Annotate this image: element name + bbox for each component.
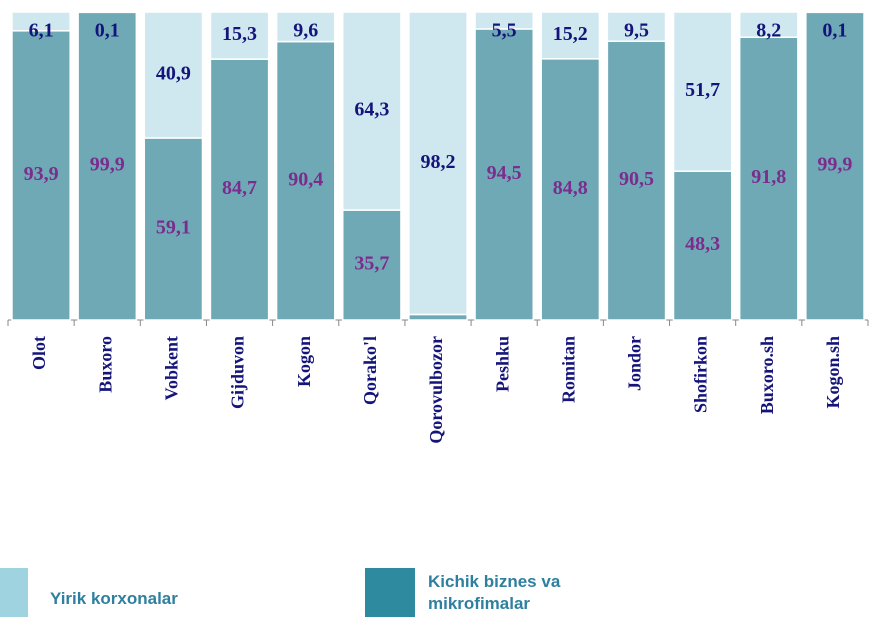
bar-segment	[11, 11, 71, 32]
value-label: 9,6	[293, 20, 318, 42]
bar-segment	[11, 30, 71, 321]
bar-segment	[209, 11, 270, 60]
x-tick-label: Olot	[29, 336, 49, 370]
value-label: 15,3	[222, 23, 257, 45]
value-label: 15,2	[553, 23, 588, 45]
value-label: 59,1	[156, 217, 191, 239]
x-tick-label: Qorako'l	[360, 336, 380, 405]
value-label: 40,9	[156, 63, 191, 85]
x-tick-label: Peshku	[492, 336, 512, 392]
bar-segment	[408, 11, 468, 316]
bar-segment	[540, 11, 601, 60]
x-tick-label: Kogon	[294, 336, 314, 387]
value-label: 35,7	[354, 253, 389, 275]
value-label: 99,9	[817, 154, 852, 176]
bar-segment	[738, 11, 799, 39]
x-tick-label: Shofirkon	[691, 336, 711, 413]
x-tick-label: Jondor	[625, 336, 645, 391]
bar-segment	[606, 11, 667, 43]
value-label: 48,3	[685, 233, 720, 255]
x-tick-label: Qorovulbozor	[426, 336, 446, 444]
value-label: 5,5	[492, 20, 517, 42]
legend-swatch	[365, 568, 415, 617]
value-label: 64,3	[354, 99, 389, 121]
bar-segment	[606, 40, 667, 321]
value-label: 6,1	[29, 20, 54, 42]
bar-segment	[408, 313, 468, 321]
legend-label: Kichik biznes va mikrofimalar	[428, 572, 561, 613]
bar-segment	[672, 11, 733, 172]
value-label: 94,5	[487, 162, 522, 184]
bar-segment	[143, 11, 204, 139]
value-label: 84,7	[222, 177, 257, 199]
bar-segment	[672, 170, 733, 321]
x-tick-label: Gijduvon	[228, 336, 248, 409]
value-label: 91,8	[751, 166, 786, 188]
value-label: 90,4	[288, 168, 323, 190]
value-label: 9,5	[624, 20, 649, 42]
bar-segment	[275, 40, 336, 321]
bar-segment	[540, 58, 601, 321]
value-label: 99,9	[90, 154, 125, 176]
value-label: 93,9	[24, 163, 59, 185]
bar-segment	[341, 209, 402, 321]
value-label: 8,2	[756, 20, 781, 42]
value-label: 98,2	[421, 151, 456, 173]
x-tick-label: Kogon.sh	[823, 336, 843, 409]
x-tick-label: Vobkent	[162, 336, 182, 400]
bar-segment	[805, 11, 865, 321]
value-label: 0,1	[95, 20, 120, 42]
x-tick-label: Buxoro.sh	[757, 336, 777, 414]
bar-segment	[341, 11, 402, 211]
value-label: 84,8	[553, 177, 588, 199]
legend-label: Yirik korxonalar	[50, 589, 178, 608]
value-label: 51,7	[685, 79, 720, 101]
value-label: 90,5	[619, 168, 654, 190]
x-tick-label: Romitan	[558, 336, 578, 403]
bar-segment	[474, 11, 535, 30]
value-label: 0,1	[822, 20, 847, 42]
bar-segment	[275, 11, 336, 43]
legend-swatch	[0, 568, 28, 617]
bar-segment	[209, 58, 270, 321]
x-tick-label: Buxoro	[95, 336, 115, 393]
